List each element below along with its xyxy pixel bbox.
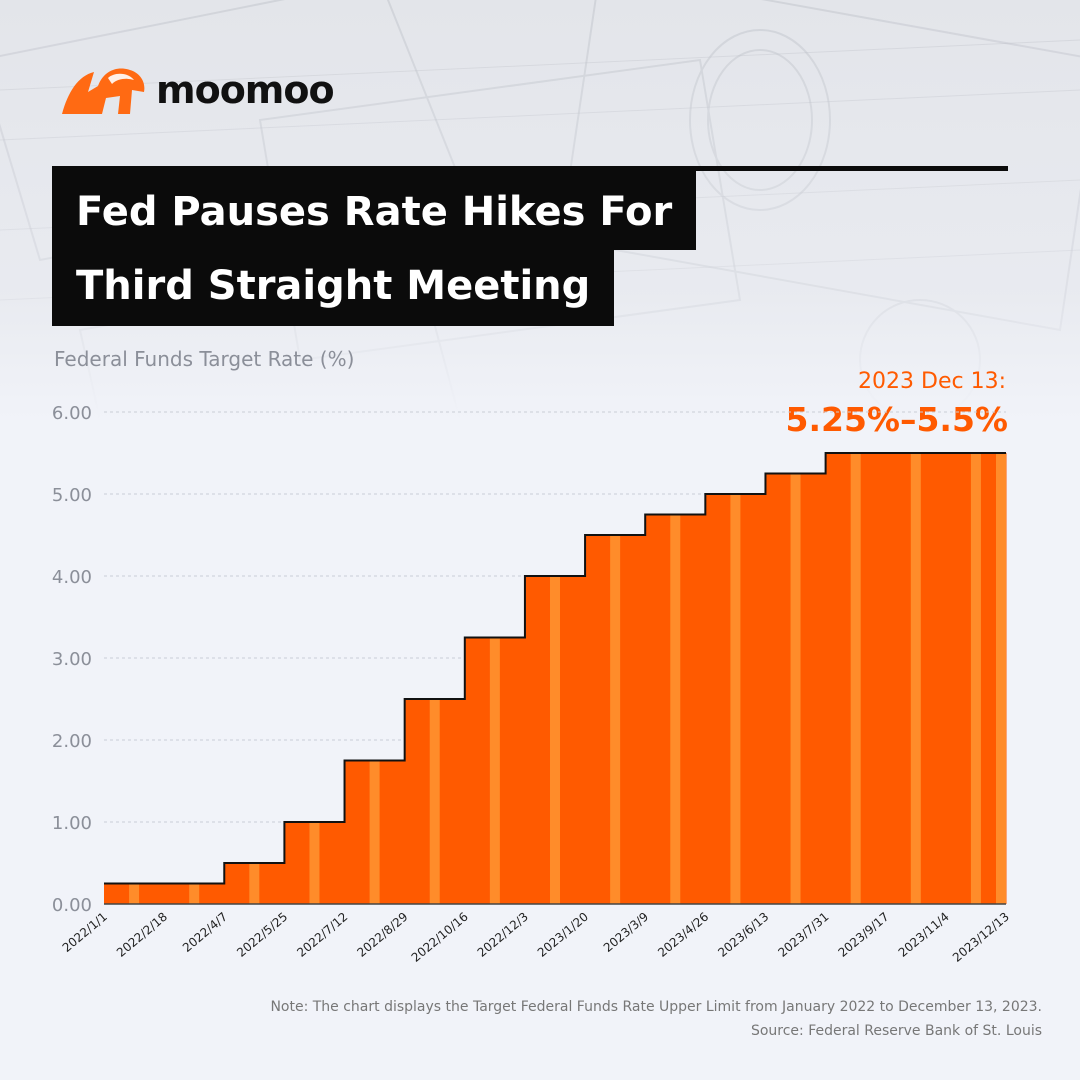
bar-highlight xyxy=(309,822,320,904)
bar-highlight xyxy=(429,699,440,904)
chart-source: Source: Federal Reserve Bank of St. Loui… xyxy=(750,1023,1042,1039)
x-tick-label: 2022/12/3 xyxy=(475,910,531,960)
bar-highlight xyxy=(129,883,140,904)
x-tick-label: 2023/7/31 xyxy=(775,910,831,960)
bar-highlight xyxy=(730,494,741,904)
bar-highlight xyxy=(369,760,380,904)
x-tick-label: 2022/5/25 xyxy=(234,910,290,960)
x-tick-label: 2023/4/26 xyxy=(655,910,711,960)
bar-highlight xyxy=(790,473,801,904)
bar-highlight xyxy=(670,514,681,904)
y-tick-label: 1.00 xyxy=(52,813,92,834)
x-tick-label: 2023/9/17 xyxy=(836,910,892,960)
title-line-2: Third Straight Meeting xyxy=(52,248,615,326)
callout-date: 2023 Dec 13: xyxy=(858,369,1006,394)
x-tick-label: 2023/11/4 xyxy=(896,910,952,960)
bar-highlight xyxy=(489,637,500,904)
x-tick-label: 2022/1/1 xyxy=(60,910,110,955)
bar-highlight xyxy=(550,576,560,904)
chart-note: Note: The chart displays the Target Fede… xyxy=(270,999,1042,1015)
bar-highlight xyxy=(970,453,981,904)
x-tick-label: 2022/7/12 xyxy=(294,910,350,960)
bull-logo-icon xyxy=(62,68,145,114)
bar-highlight xyxy=(249,863,260,904)
y-tick-label: 2.00 xyxy=(52,731,92,752)
y-tick-label: 0.00 xyxy=(52,895,92,916)
y-tick-label: 4.00 xyxy=(52,567,92,588)
y-tick-label: 3.00 xyxy=(52,649,92,670)
x-tick-label: 2022/4/7 xyxy=(180,910,230,955)
y-axis-label: Federal Funds Target Rate (%) xyxy=(54,347,355,371)
bar-highlight xyxy=(996,453,1006,904)
x-tick-label: 2023/12/13 xyxy=(950,910,1012,965)
x-tick-label: 2022/10/16 xyxy=(409,910,471,965)
brand-name: moomoo xyxy=(156,68,335,112)
x-tick-label: 2022/2/18 xyxy=(114,910,170,960)
bar-highlight xyxy=(610,535,621,904)
bar-highlight xyxy=(189,883,200,904)
moomoo-logo: moomoo xyxy=(58,62,335,118)
y-tick-label: 6.00 xyxy=(52,403,92,424)
callout-value: 5.25%–5.5% xyxy=(785,400,1008,439)
x-tick-label: 2023/6/13 xyxy=(715,910,771,960)
title-line-1: Fed Pauses Rate Hikes For xyxy=(52,168,697,250)
y-tick-label: 5.00 xyxy=(52,485,92,506)
x-tick-label: 2022/8/29 xyxy=(354,910,410,960)
x-tick-label: 2023/3/9 xyxy=(601,910,651,955)
bar-highlight xyxy=(910,453,921,904)
x-tick-label: 2023/1/20 xyxy=(535,910,591,960)
step-line xyxy=(104,452,1006,885)
bar-highlight xyxy=(850,453,861,904)
